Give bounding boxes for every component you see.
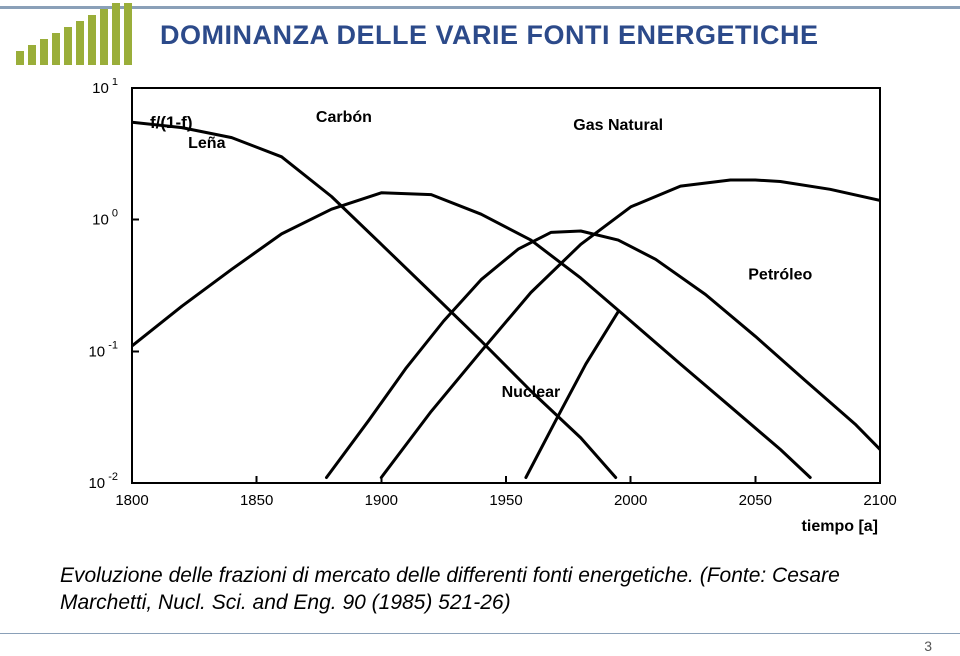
svg-text:2100: 2100 (863, 492, 896, 509)
svg-text:1950: 1950 (489, 492, 522, 509)
logo-bars (16, 0, 146, 65)
svg-text:2000: 2000 (614, 492, 647, 509)
svg-text:Petróleo: Petróleo (748, 267, 812, 284)
svg-text:Gas Natural: Gas Natural (573, 117, 663, 134)
svg-text:tiempo [a]: tiempo [a] (802, 518, 878, 535)
svg-text:1800: 1800 (115, 492, 148, 509)
bottom-rule (0, 633, 960, 634)
page-title: DOMINANZA DELLE VARIE FONTI ENERGETICHE (160, 20, 819, 51)
svg-text:2050: 2050 (739, 492, 772, 509)
svg-text:1900: 1900 (365, 492, 398, 509)
chart-caption: Evoluzione delle frazioni di mercato del… (60, 562, 920, 617)
svg-text:Carbón: Carbón (316, 109, 372, 126)
svg-text:Leña: Leña (188, 135, 225, 152)
svg-text:10 -1: 10 -1 (88, 339, 118, 360)
energy-chart: 1800 1850 1900 1950 2000 2050 2100 tiempo [a] 10… (50, 78, 910, 548)
svg-text:1850: 1850 (240, 492, 273, 509)
svg-text:Nuclear: Nuclear (502, 384, 561, 401)
page-number: 3 (924, 638, 932, 654)
svg-text:10 -2: 10 -2 (88, 471, 118, 492)
svg-text:10 0: 10 0 (92, 208, 118, 229)
svg-text:10 1: 10 1 (92, 78, 118, 97)
